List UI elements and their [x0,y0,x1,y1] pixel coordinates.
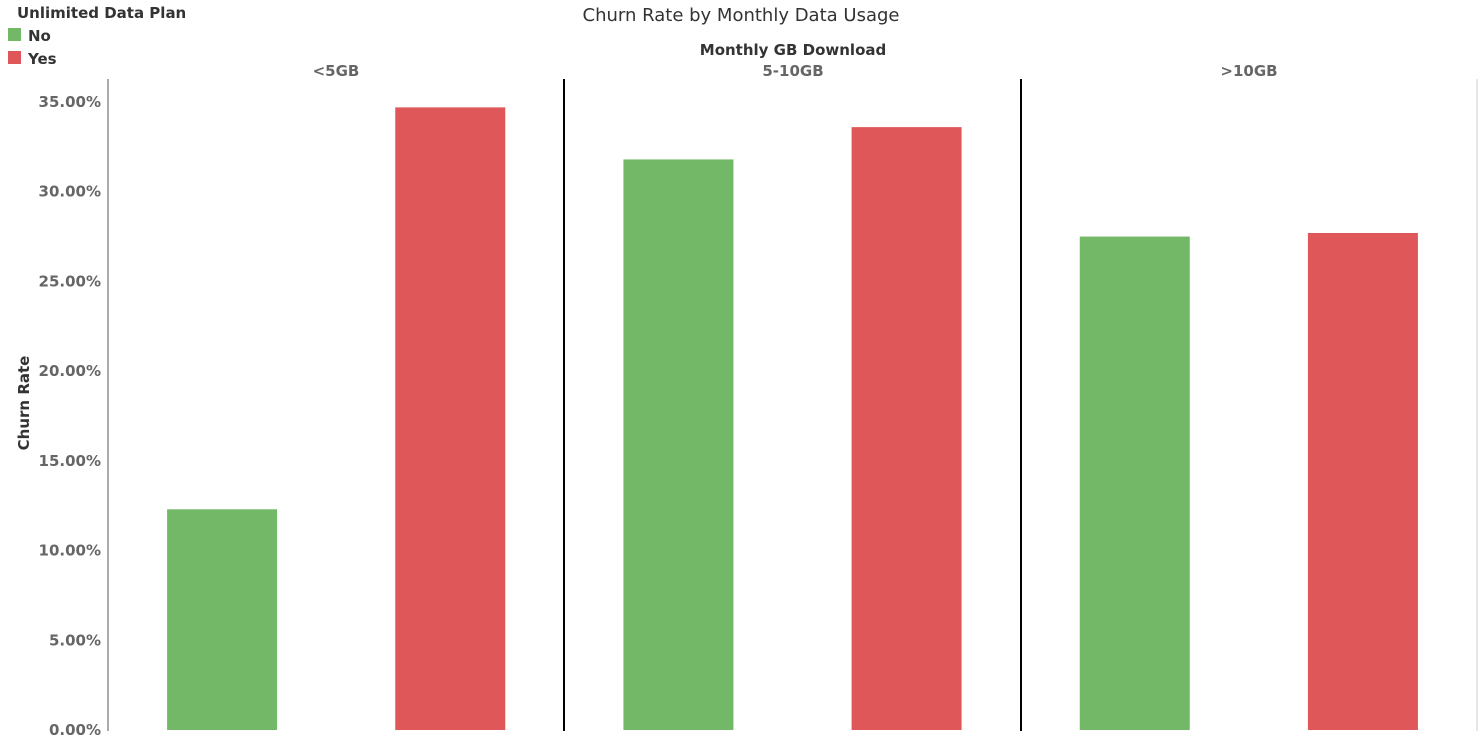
bar [1307,232,1418,731]
legend-title: Unlimited Data Plan [17,4,186,22]
bar [395,107,506,730]
bars [167,107,1418,731]
legend: Unlimited Data Plan No Yes [8,4,186,68]
panel-dividers [107,79,1478,731]
y-tick-label: 35.00% [39,93,101,111]
y-tick-label: 15.00% [39,452,101,470]
bar [851,127,962,731]
y-axis-title: Churn Rate [15,356,33,451]
y-tick-label: 20.00% [39,362,101,380]
y-tick-label: 30.00% [39,183,101,201]
column-header: Monthly GB Download [700,41,886,59]
bar [1079,236,1190,731]
y-axis-ticks: 0.00% 5.00% 10.00% 15.00% 20.00% 25.00% 30.00%… [39,93,101,737]
chart-title: Churn Rate by Monthly Data Usage [583,5,900,26]
y-tick-label: 10.00% [39,542,101,560]
legend-swatch-no [8,28,21,41]
y-tick-label: 5.00% [49,631,101,649]
y-tick-label: 0.00% [49,721,101,737]
panel-label-lt5gb: <5GB [313,62,360,80]
bar [167,509,278,730]
panel-label-gt10gb: >10GB [1220,62,1277,80]
bar [623,159,734,731]
y-tick-label: 25.00% [39,272,101,290]
legend-label-yes: Yes [27,50,57,68]
legend-label-no: No [28,27,51,45]
panel-label-5-10gb: 5-10GB [762,62,823,80]
legend-swatch-yes [8,51,21,64]
